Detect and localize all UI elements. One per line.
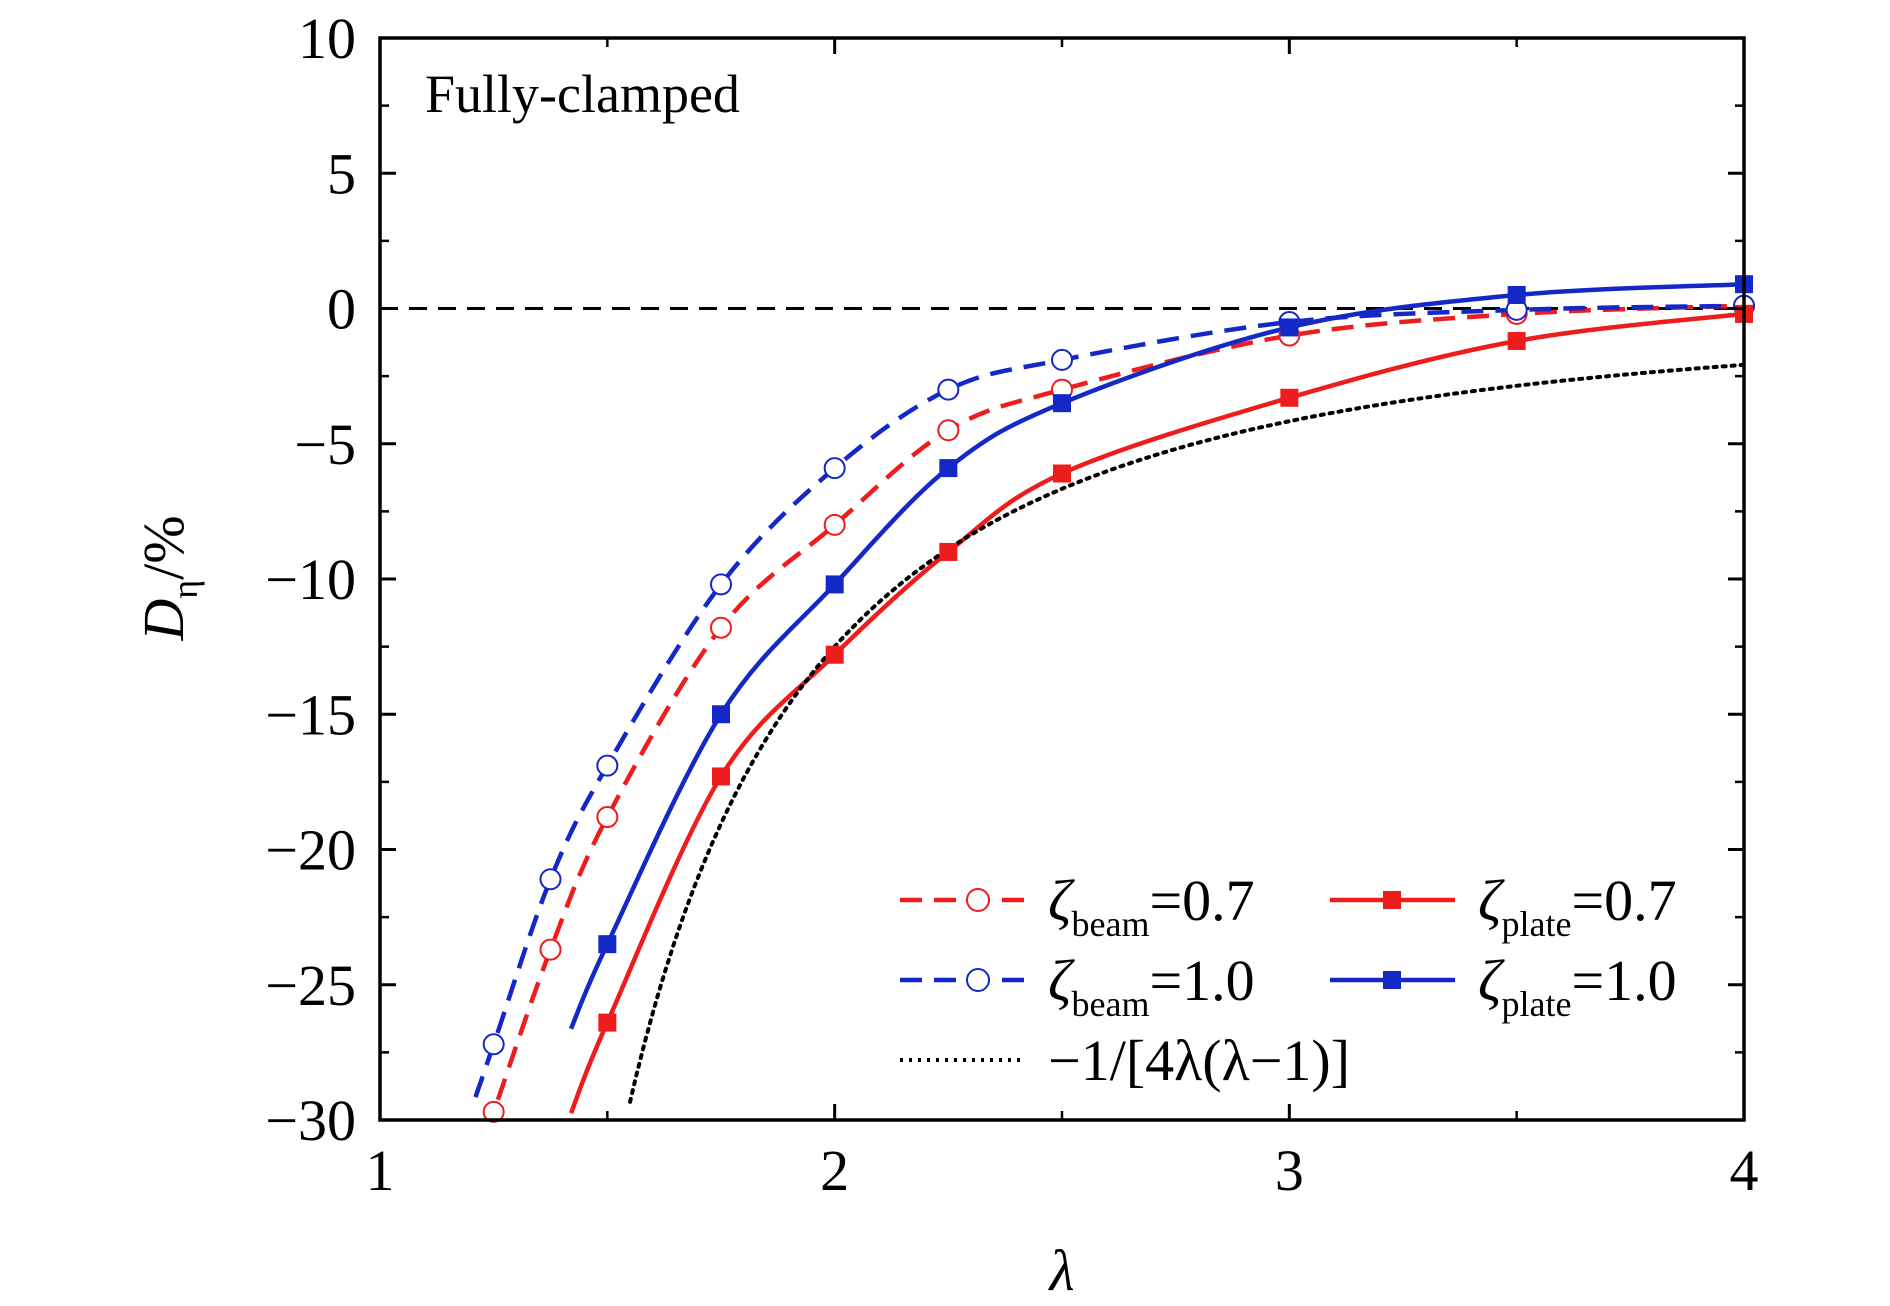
data-point-2 [1280, 388, 1299, 407]
legend-label-value: =1.0 [1571, 948, 1676, 1013]
y-tick-label: −10 [265, 547, 356, 612]
legend-label-value: =1.0 [1149, 948, 1254, 1013]
x-axis-label: λ [1047, 1238, 1074, 1303]
legend-swatch-marker [1383, 971, 1401, 989]
y-tick-label: −5 [294, 412, 356, 477]
legend-label-main: ζ [1048, 948, 1075, 1013]
legend-swatch-marker [966, 968, 990, 992]
legend-item-0: ζbeam=0.7 [900, 868, 1255, 944]
data-point-0 [823, 513, 846, 536]
legend-item-4: −1/[4λ(λ−1)] [900, 1028, 1350, 1093]
data-point-0 [710, 616, 732, 639]
y-tick-label: −20 [265, 818, 356, 883]
data-point-1 [823, 457, 846, 480]
legend-label-sub: beam [1071, 904, 1149, 944]
data-point-2 [712, 767, 730, 786]
legend-item-1: ζbeam=1.0 [900, 948, 1255, 1024]
legend-label: ζplate=1.0 [1478, 948, 1677, 1024]
series-line-3 [568, 281, 1744, 1030]
data-point-1 [937, 378, 960, 401]
x-tick-label: 1 [366, 1138, 395, 1203]
y-axis-label-sub: η [165, 580, 205, 599]
y-tick-label: −30 [265, 1088, 356, 1153]
legend-label-main: ζ [1478, 868, 1505, 933]
data-point-3 [712, 705, 730, 724]
data-point-0 [596, 806, 619, 829]
legend-label-value: =0.7 [1149, 868, 1254, 933]
data-point-1 [596, 754, 619, 777]
y-axis-label-suffix: /% [131, 515, 196, 579]
series-line-0 [488, 303, 1744, 1120]
legend-label-sub: plate [1501, 904, 1571, 944]
legend-label-value: =0.7 [1571, 868, 1676, 933]
legend-label-main: ζ [1478, 948, 1505, 1013]
marker-layer [482, 275, 1755, 1123]
legend-item-2: ζplate=0.7 [1330, 868, 1677, 944]
data-point-2 [1053, 464, 1071, 483]
data-point-3 [1507, 285, 1526, 304]
series-line-1 [473, 303, 1744, 1098]
data-point-2 [598, 1013, 617, 1032]
series-line-4 [628, 362, 1744, 1104]
legend-label: ζbeam=1.0 [1048, 948, 1255, 1024]
y-tick-label: −15 [265, 682, 356, 747]
y-tick-label: 0 [327, 277, 356, 342]
data-point-0 [539, 938, 562, 961]
data-point-0 [482, 1100, 505, 1123]
data-point-2 [1507, 331, 1526, 350]
legend-swatch-marker [966, 888, 990, 912]
data-point-0 [937, 419, 960, 442]
y-tick-label: −25 [265, 953, 356, 1018]
data-point-1 [710, 573, 732, 596]
data-point-3 [598, 935, 617, 954]
tick-label-layer: 1 2 3 4 10 5 0 −5 −10 −15 −20 −25 −30 [265, 6, 1758, 1203]
data-point-3 [1053, 394, 1071, 413]
chart-annotation: Fully-clamped [425, 64, 740, 124]
data-point-2 [825, 645, 844, 664]
legend-swatch-marker [1383, 891, 1401, 909]
legend-label: ζplate=0.7 [1478, 868, 1677, 944]
legend-label-sub: plate [1501, 984, 1571, 1024]
data-point-1 [1051, 348, 1073, 371]
y-axis-label-main: D [131, 599, 196, 642]
x-tick-label: 2 [820, 1138, 849, 1203]
y-tick-label: 5 [327, 141, 356, 206]
data-point-3 [939, 459, 958, 478]
data-point-1 [482, 1033, 505, 1056]
legend-label: ζbeam=0.7 [1048, 868, 1255, 944]
legend-label: −1/[4λ(λ−1)] [1048, 1028, 1350, 1093]
legend-label-main: ζ [1048, 868, 1075, 933]
data-point-3 [825, 575, 844, 594]
y-tick-label: 10 [298, 6, 356, 71]
x-tick-label: 3 [1275, 1138, 1304, 1203]
data-point-3 [1280, 318, 1299, 337]
data-point-1 [539, 868, 562, 891]
legend-item-3: ζplate=1.0 [1330, 948, 1677, 1024]
x-tick-label: 4 [1730, 1138, 1759, 1203]
axes-layer [378, 36, 1746, 1122]
data-point-2 [939, 542, 958, 561]
y-axis-label: Dη/% [131, 515, 205, 641]
legend-label-sub: beam [1071, 984, 1149, 1024]
